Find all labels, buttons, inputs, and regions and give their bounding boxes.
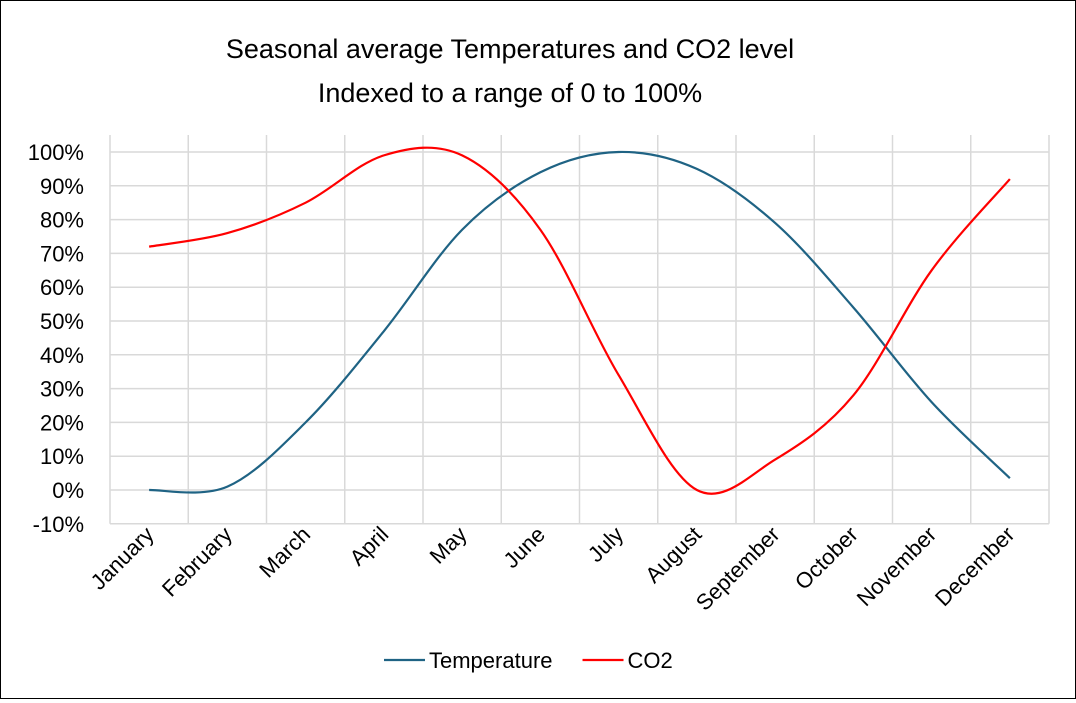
y-tick-label: 10% [40, 444, 84, 469]
x-tick-label: August [640, 522, 706, 588]
y-tick-label: 80% [40, 208, 84, 233]
chart-title-line-2: Indexed to a range of 0 to 100% [318, 78, 702, 108]
x-tick-label: February [157, 522, 237, 602]
y-tick-label: 60% [40, 275, 84, 300]
legend-label-co2: CO2 [628, 648, 673, 673]
y-tick-label: 50% [40, 309, 84, 334]
x-tick-label: January [86, 522, 159, 595]
y-tick-label: 20% [40, 410, 84, 435]
y-axis-ticks: -10% 0% 10% 20% 30% 40% 50% 60% 70% 80% 90% 100% [28, 140, 84, 537]
x-tick-label: April [345, 522, 394, 571]
series-line-temperature [149, 150, 1011, 494]
series-lines [148, 146, 1011, 495]
y-tick-label: 40% [40, 343, 84, 368]
y-tick-label: -10% [33, 512, 84, 537]
series-line-co2 [148, 146, 1011, 495]
x-tick-label: December [930, 522, 1019, 611]
legend-label-temperature: Temperature [429, 648, 553, 673]
x-tick-label: March [254, 522, 315, 583]
x-tick-label: November [852, 522, 941, 611]
gridlines [109, 135, 1050, 525]
x-tick-label: June [498, 522, 549, 573]
x-tick-label: May [425, 522, 472, 569]
x-tick-label: October [790, 522, 863, 595]
y-tick-label: 0% [52, 478, 84, 503]
y-tick-label: 90% [40, 174, 84, 199]
y-tick-label: 100% [28, 140, 84, 165]
y-tick-label: 30% [40, 377, 84, 402]
legend: Temperature CO2 [384, 648, 673, 673]
y-tick-label: 70% [40, 241, 84, 266]
x-tick-label: September [691, 522, 785, 616]
chart-title-line-1: Seasonal average Temperatures and CO2 le… [226, 34, 794, 64]
x-tick-label: July [583, 522, 628, 567]
